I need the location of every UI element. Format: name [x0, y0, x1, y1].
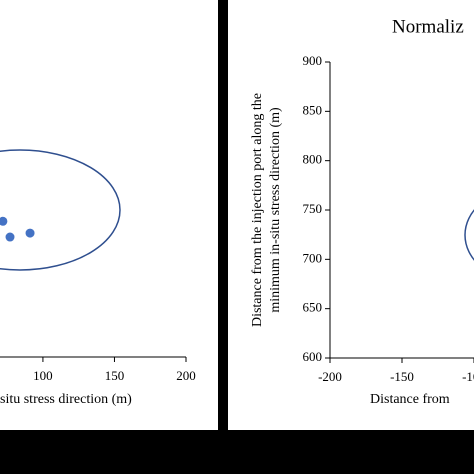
point: [0, 216, 8, 226]
x-tick-label: 150: [105, 368, 125, 383]
x-tick-label: 100: [33, 368, 53, 383]
fracture-outline: [464, 209, 474, 261]
x-tick-label: 200: [176, 368, 196, 383]
x-tick-label: -200: [318, 369, 342, 384]
y-tick-label: 900: [303, 53, 323, 68]
chart-title: Normaliz: [392, 16, 464, 37]
y-axis-title: Distance from the injection port along t…: [250, 93, 265, 327]
y-tick-label: 750: [303, 201, 323, 216]
y-tick-label: 700: [303, 250, 323, 265]
x-axis-title: situ stress direction (m): [0, 392, 132, 407]
y-tick-label: 650: [303, 300, 323, 315]
point: [25, 228, 35, 238]
y-tick-label: 600: [303, 349, 323, 364]
x-tick-label: -100: [462, 369, 474, 384]
point: [5, 232, 15, 242]
y-tick-label: 800: [303, 152, 323, 167]
right-panel: -200 -150 -100 600 650 700 750 800 850 900 Normali…: [228, 0, 474, 430]
y-axis-title: minimum in-situ stress direction (m): [268, 107, 283, 313]
left-panel: 100 150 200 situ stress direction (m): [0, 0, 218, 430]
panel-bg: [0, 0, 218, 430]
x-tick-label: -150: [390, 369, 414, 384]
y-tick-label: 850: [303, 102, 323, 117]
fracture-outline: [0, 149, 121, 271]
x-axis-title: Distance from: [370, 392, 450, 407]
